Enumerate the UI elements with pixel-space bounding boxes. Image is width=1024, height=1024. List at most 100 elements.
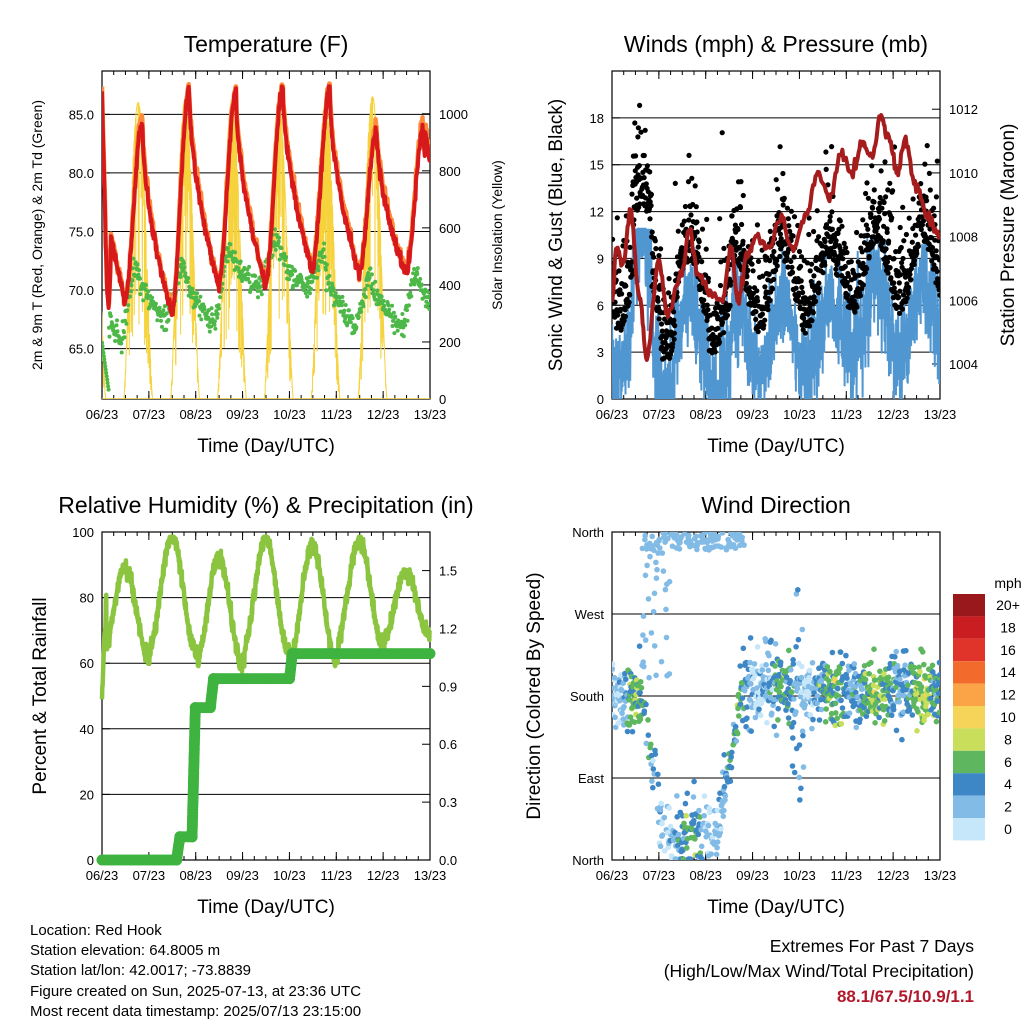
gust-point: [811, 228, 817, 235]
gust-point: [860, 282, 866, 288]
wind-direction-point: [703, 828, 709, 835]
dewpoint-point: [135, 262, 140, 267]
wind-direction-point: [662, 532, 669, 537]
gust-point: [911, 261, 917, 268]
dewpoint-point: [247, 280, 252, 285]
dewpoint-point: [324, 262, 329, 267]
gust-point: [626, 299, 632, 305]
wind-direction-point: [788, 667, 794, 673]
wind-direction-point: [652, 751, 659, 757]
dewpoint-point: [405, 308, 409, 313]
gust-point: [837, 218, 843, 224]
wind-direction-point: [666, 578, 673, 585]
wind-direction-point: [659, 550, 666, 556]
dewpoint-point: [178, 271, 183, 276]
dewpoint-point: [273, 247, 278, 252]
wind-direction-point: [783, 674, 790, 680]
y-tick-label: 3: [597, 345, 604, 360]
dewpoint-point: [358, 306, 363, 311]
dewpoint-point: [207, 329, 212, 334]
dewpoint-point: [104, 374, 109, 379]
gust-point: [810, 310, 816, 316]
dewpoint-point: [160, 324, 164, 329]
wind-direction-point: [638, 685, 645, 691]
wind-direction-point: [704, 539, 711, 546]
dewpoint-point: [305, 294, 310, 299]
dewpoint-point: [147, 305, 152, 310]
wind-direction-point: [645, 596, 652, 602]
wind-direction-point: [793, 709, 799, 715]
gust-point: [674, 294, 680, 300]
y-tick-label: West: [575, 607, 605, 622]
gust-point: [644, 163, 651, 169]
dewpoint-point: [365, 283, 370, 288]
gust-point: [784, 255, 790, 261]
dewpoint-point: [153, 301, 158, 306]
legend-swatch: [953, 728, 985, 751]
dewpoint-point: [310, 279, 315, 284]
gust-point: [643, 181, 649, 187]
dewpoint-point: [426, 301, 430, 306]
dewpoint-point: [185, 280, 190, 284]
gust-point: [744, 274, 750, 280]
legend-label: 0: [1004, 821, 1012, 837]
gust-point: [864, 266, 870, 272]
gust-point: [612, 236, 616, 242]
dewpoint-point: [329, 292, 334, 297]
dewpoint-point: [415, 272, 420, 276]
gust-point: [753, 316, 759, 322]
gust-point: [766, 271, 772, 277]
dewpoint-point: [322, 241, 327, 246]
dewpoint-point: [114, 323, 119, 328]
wind-direction-point: [876, 714, 882, 721]
y2-tick-label: 1006: [949, 293, 978, 308]
wind-direction-point: [919, 649, 926, 655]
wind-direction-point: [747, 659, 753, 666]
dewpoint-point: [303, 291, 308, 296]
wind-direction-point: [696, 807, 702, 814]
gust-point: [658, 321, 665, 327]
y2-tick-label: 1010: [949, 166, 978, 181]
dewpoint-point: [106, 387, 111, 392]
dewpoint-point: [379, 294, 384, 299]
wind-direction-point: [653, 575, 660, 581]
gust-point: [614, 215, 620, 221]
wind-direction-point: [714, 807, 721, 814]
dewpoint-point: [363, 295, 368, 300]
gust-point: [881, 199, 887, 206]
wind-direction-point: [936, 659, 940, 666]
wind-direction-point: [728, 754, 734, 760]
dewpoint-point: [391, 310, 396, 315]
legend-swatch: [953, 795, 985, 818]
wind-direction-point: [925, 711, 931, 718]
wind-direction-point: [802, 702, 808, 708]
wind-direction-point: [826, 678, 832, 684]
gust-point: [721, 330, 727, 336]
gust-point: [934, 158, 940, 164]
wind-direction-point: [809, 660, 816, 666]
gust-point: [735, 226, 741, 233]
wind-direction-point: [734, 730, 741, 737]
gust-point: [871, 187, 877, 193]
y-tick-label: 80: [80, 591, 94, 606]
dewpoint-point: [369, 272, 374, 277]
dewpoint-point: [119, 350, 124, 355]
gust-point: [704, 302, 710, 308]
gust-point: [798, 263, 804, 269]
gust-point: [695, 244, 701, 250]
dewpoint-point: [107, 334, 112, 339]
dewpoint-point: [137, 268, 141, 273]
dewpoint-point: [150, 295, 155, 300]
gust-point: [704, 216, 710, 222]
wind-direction-point: [896, 668, 903, 675]
dewpoint-point: [386, 303, 391, 308]
wind-direction-point: [662, 586, 669, 593]
dewpoint-point: [387, 307, 392, 312]
wind-direction-point: [653, 672, 659, 679]
wind-direction-point: [937, 672, 940, 678]
wind-direction-point: [885, 674, 892, 681]
dewpoint-point: [102, 347, 105, 352]
wind-direction-point: [789, 724, 795, 730]
gust-point: [823, 222, 830, 228]
temperature-panel: 06/23 07/23 08/23 09/23 10/23 11/23 12/23 13/23…: [29, 31, 505, 457]
